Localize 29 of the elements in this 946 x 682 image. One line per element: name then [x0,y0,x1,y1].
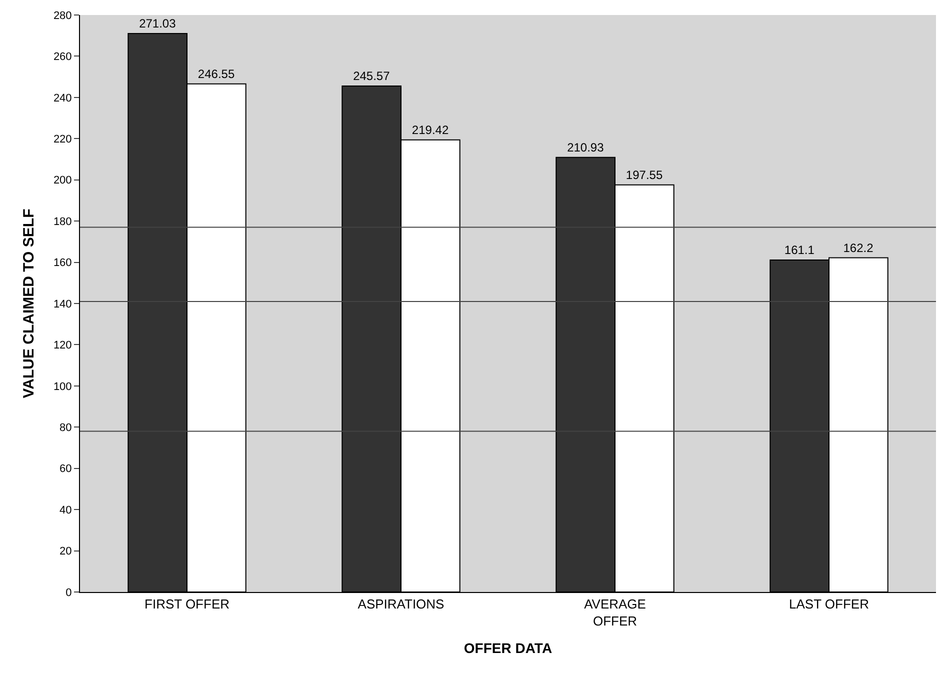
data-label: 210.93 [567,140,604,154]
y-tick-label: 200 [53,174,72,187]
y-tick-label: 40 [60,504,72,516]
data-label: 219.42 [412,122,449,137]
x-tick-label: FIRST OFFER [144,596,230,612]
y-tick-label: 160 [53,257,72,270]
data-label: 246.55 [198,66,235,81]
data-label: 245.57 [353,68,390,83]
y-tick-label: 220 [53,133,72,146]
y-tick-label: 60 [60,463,72,476]
y-tick-label: 0 [66,586,72,599]
y-tick-label: 80 [60,422,72,434]
x-tick-label: LAST OFFER [789,596,869,612]
x-tick-label: AVERAGE OFFER [584,596,646,628]
y-tick-label: 260 [53,51,72,64]
x-tick-label: ASPIRATIONS [358,596,445,612]
y-tick-label: 100 [53,380,72,393]
data-label: 197.55 [626,168,663,182]
y-tick-label: 180 [53,216,72,228]
data-label: 162.2 [843,240,874,255]
y-tick-label: 240 [53,92,72,104]
y-axis-title: VALUE CLAIMED TO SELF [20,208,38,398]
y-tick-label: 280 [53,10,72,22]
y-tick-label: 20 [60,546,72,558]
data-label: 161.1 [784,243,815,258]
data-label: 271.03 [139,16,176,30]
x-axis-title: OFFER DATA [464,640,552,656]
y-tick-label: 120 [53,340,72,352]
y-tick-label: 140 [53,298,72,310]
